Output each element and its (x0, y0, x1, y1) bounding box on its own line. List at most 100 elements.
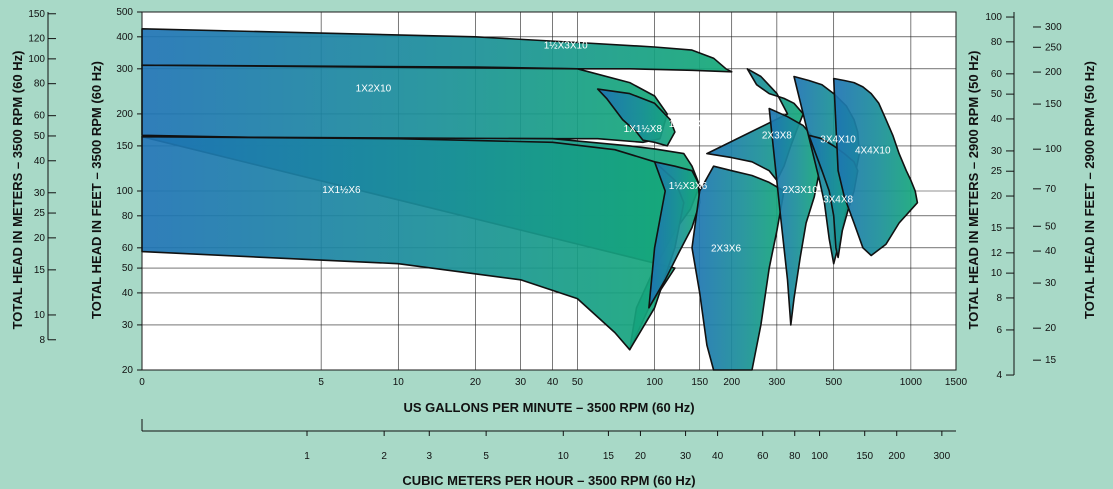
y-tick-label-feet: 30 (122, 320, 134, 331)
right-feet-tick-label: 15 (1045, 355, 1057, 366)
right-meters-tick-label: 20 (991, 191, 1003, 202)
left-meters-tick-label: 8 (39, 335, 45, 346)
y-tick-label-feet: 20 (122, 365, 134, 376)
x2-tick-label: 80 (789, 451, 801, 462)
left-meters-tick-label: 40 (34, 156, 46, 167)
axes: 0 5 10 20 30 40 50 100 150 200 300 500 1000 150020304… (28, 7, 1062, 462)
curve-labels: 1½X3X10 1X2X10 1X1½X8 1½X3X8 1X1½X6 1½X3X6 2X3… (322, 41, 891, 255)
x-axis-title: US GALLONS PER MINUTE – 3500 RPM (60 Hz) (403, 400, 694, 415)
x2-tick-label: 100 (811, 451, 828, 462)
curve-label: 1½X3X6 (669, 181, 708, 192)
y-axis-title-right-feet: TOTAL HEAD IN FEET – 2900 RPM (50 Hz) (1082, 61, 1097, 319)
y-tick-label-feet: 400 (116, 32, 133, 43)
x2-axis-title: CUBIC METERS PER HOUR – 3500 RPM (60 Hz) (402, 473, 695, 488)
x2-tick-label: 1 (304, 451, 310, 462)
x-tick-label: 200 (723, 377, 740, 388)
left-meters-tick-label: 150 (28, 9, 45, 20)
y-tick-label-feet: 50 (122, 263, 134, 274)
right-feet-tick-label: 70 (1045, 184, 1057, 195)
curve-label: 3X4X8 (823, 195, 853, 206)
left-meters-tick-label: 80 (34, 79, 46, 90)
pump-curve-region (648, 161, 701, 309)
x2-tick-label: 200 (888, 451, 905, 462)
pump-curve-region (141, 64, 668, 144)
x2-tick-label: 2 (381, 451, 387, 462)
right-meters-tick-label: 30 (991, 146, 1003, 157)
left-meters-tick-label: 60 (34, 111, 46, 122)
y-tick-label-feet: 150 (116, 141, 133, 152)
curve-label: 4X4X10 (855, 146, 891, 157)
y-axis-title-right-meters: TOTAL HEAD IN METERS – 2900 RPM (50 Hz) (966, 51, 981, 330)
curve-label: 1X1½X6 (322, 185, 361, 196)
y-tick-label-feet: 100 (116, 186, 133, 197)
right-meters-tick-label: 12 (991, 248, 1003, 259)
right-meters-tick-label: 100 (985, 12, 1002, 23)
x-tick-label: 10 (393, 377, 405, 388)
right-meters-tick-label: 25 (991, 166, 1003, 177)
curve-label: 2X3X8 (762, 131, 792, 142)
pump-curve-region (832, 77, 919, 257)
pump-curve-region (691, 165, 785, 371)
right-feet-tick-label: 50 (1045, 221, 1057, 232)
y-axis-title-left-meters: TOTAL HEAD IN METERS – 3500 RPM (60 Hz) (10, 51, 25, 330)
x-tick-label: 150 (691, 377, 708, 388)
right-meters-tick-label: 60 (991, 69, 1003, 80)
left-meters-tick-label: 30 (34, 188, 46, 199)
x2-tick-label: 5 (483, 451, 489, 462)
x-tick-label: 30 (515, 377, 527, 388)
right-feet-tick-label: 20 (1045, 323, 1057, 334)
x2-tick-label: 3 (426, 451, 432, 462)
x-tick-label: 5 (318, 377, 324, 388)
y-tick-label-feet: 500 (116, 7, 133, 18)
x2-tick-label: 10 (558, 451, 570, 462)
x-tick-label: 40 (547, 377, 559, 388)
x-tick-label: 1000 (900, 377, 923, 388)
x-tick-label: 20 (470, 377, 482, 388)
right-feet-tick-label: 300 (1045, 22, 1062, 33)
left-meters-tick-label: 25 (34, 208, 46, 219)
right-feet-tick-label: 150 (1045, 99, 1062, 110)
y-tick-label-feet: 60 (122, 243, 134, 254)
left-meters-tick-label: 15 (34, 265, 46, 276)
y-tick-label-feet: 40 (122, 288, 134, 299)
right-meters-tick-label: 15 (991, 223, 1003, 234)
right-feet-tick-label: 30 (1045, 278, 1057, 289)
right-meters-tick-label: 8 (996, 293, 1002, 304)
curve-label: 1X2X10 (356, 83, 392, 94)
curve-label: 1½X3X10 (544, 41, 588, 52)
y-tick-label-feet: 300 (116, 64, 133, 75)
x-tick-label: 1500 (945, 377, 968, 388)
x2-tick-label: 60 (757, 451, 769, 462)
x2-tick-label: 150 (856, 451, 873, 462)
right-meters-tick-label: 50 (991, 89, 1003, 100)
y-tick-label-feet: 200 (116, 109, 133, 120)
x-tick-label: 50 (572, 377, 584, 388)
left-meters-tick-label: 20 (34, 233, 46, 244)
left-meters-tick-label: 120 (28, 34, 45, 45)
right-feet-tick-label: 100 (1045, 144, 1062, 155)
x2-tick-label: 15 (603, 451, 615, 462)
y-axis-title-left-feet: TOTAL HEAD IN FEET – 3500 RPM (60 Hz) (89, 61, 104, 319)
pump-curves (141, 28, 919, 371)
x-tick-label: 0 (139, 377, 145, 388)
curve-label: 3X4X10 (820, 134, 856, 145)
x-tick-label: 500 (825, 377, 842, 388)
curve-label: 1X1½X8 (624, 124, 663, 135)
y-tick-label-feet: 80 (122, 211, 134, 222)
right-meters-tick-label: 10 (991, 268, 1003, 279)
right-meters-tick-label: 4 (996, 370, 1002, 381)
curve-label: 2X3X10 (782, 185, 818, 196)
curve-label: 2X3X6 (711, 244, 741, 255)
right-feet-tick-label: 200 (1045, 67, 1062, 78)
left-meters-tick-label: 10 (34, 310, 46, 321)
right-meters-tick-label: 80 (991, 37, 1003, 48)
x2-tick-label: 40 (712, 451, 724, 462)
x-tick-label: 100 (646, 377, 663, 388)
x-tick-label: 300 (769, 377, 786, 388)
x2-tick-label: 20 (635, 451, 647, 462)
x2-tick-label: 300 (934, 451, 951, 462)
right-feet-tick-label: 250 (1045, 42, 1062, 53)
left-meters-tick-label: 100 (28, 54, 45, 65)
right-meters-tick-label: 6 (996, 325, 1002, 336)
